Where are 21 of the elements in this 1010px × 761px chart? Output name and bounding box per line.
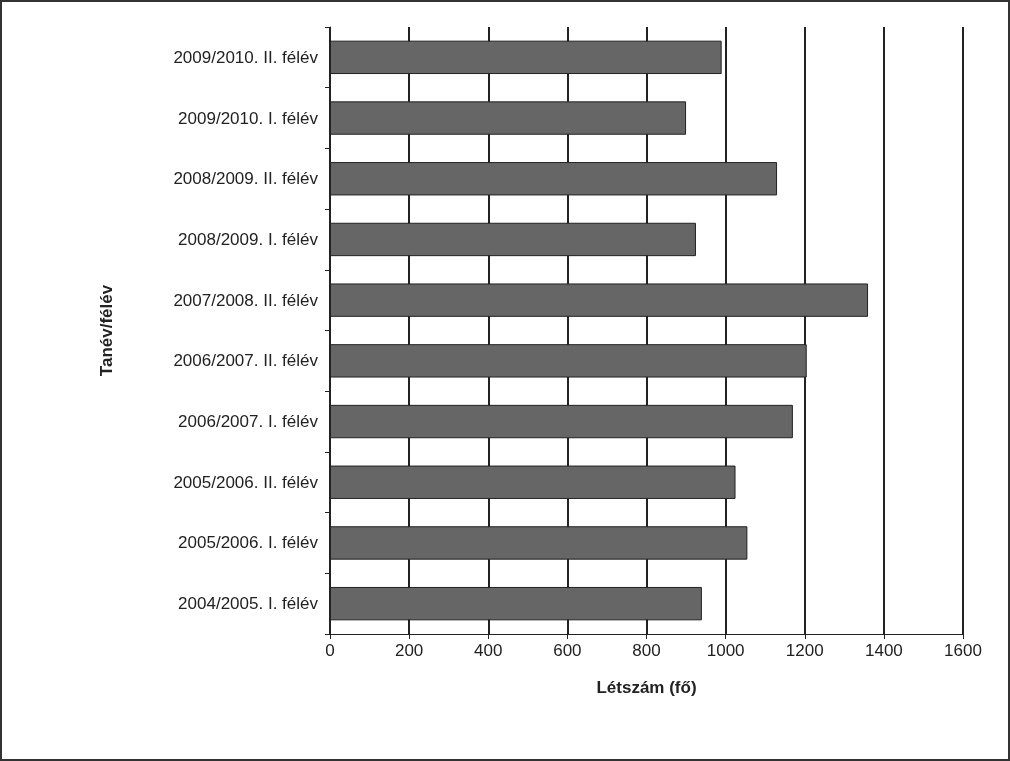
y-tick-label: 2009/2010. I. félév [178,108,319,128]
y-tick-label: 2005/2006. II. félév [173,472,319,492]
x-tick-label: 1200 [785,641,824,660]
y-axis-title: Tanév/félév [97,284,116,377]
y-tick-label: 2007/2008. II. félév [173,290,319,310]
x-tick-label: 200 [394,641,424,660]
y-tick-label: 2006/2007. II. félév [173,351,319,371]
x-tick-label: 800 [632,641,661,660]
y-tick-label: 2009/2010. II. félév [173,47,319,67]
y-tick-label: 2008/2009. II. félév [173,169,319,189]
y-tick-label: 2008/2009. I. félév [178,229,319,249]
x-tick-label: 1000 [706,641,745,660]
x-tick-label: 1400 [864,641,903,660]
y-tick-label: 2004/2005. I. félév [178,594,319,614]
x-tick-label: 0 [325,641,335,660]
x-axis-title: Létszám (fő) [596,678,697,697]
y-tick-label: 2005/2006. I. félév [178,533,319,553]
y-tick-label: 2006/2007. I. félév [178,412,319,432]
x-tick-label: 400 [474,641,503,660]
x-tick-label: 600 [553,641,582,660]
x-tick-label: 1600 [944,641,982,660]
